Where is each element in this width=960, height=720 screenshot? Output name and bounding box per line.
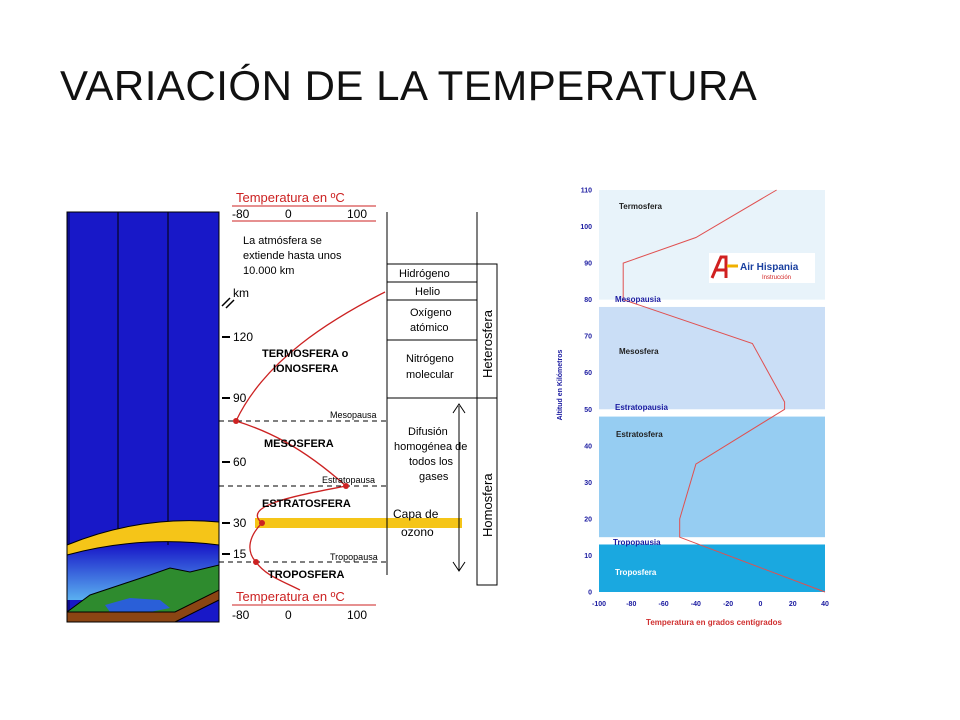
layer-label-mesosphere: Mesosfera — [619, 347, 659, 356]
y-tick-label: 70 — [584, 334, 592, 341]
curve-point — [233, 418, 239, 424]
troposphere-band — [599, 544, 825, 592]
boundary-name: Estratopausa — [322, 475, 375, 485]
temp-tick-bottom: 100 — [347, 608, 367, 622]
slide-title: VARIACIÓN DE LA TEMPERATURA — [60, 62, 758, 109]
layer-name: IONOSFERA — [273, 363, 338, 375]
note-line: 10.000 km — [243, 265, 294, 277]
logo-mark-icon — [710, 255, 728, 279]
ozone-bar — [255, 518, 462, 528]
helium-label: Helio — [415, 286, 440, 298]
y-tick-label: 40 — [584, 443, 592, 450]
temperature-altitude-chart: 0 10 20 30 40 50 60 70 80 90 100 110 -100 -80 -60 -40 -2… — [557, 188, 829, 628]
x-tick-label: 40 — [821, 601, 829, 608]
y-tick-label: 30 — [584, 480, 592, 487]
boundary-name: Mesopausa — [330, 410, 377, 420]
atmosphere-layers-diagram: Temperatura en ºC -80 0 100 La atmósfera… — [66, 190, 498, 623]
x-tick-label: -80 — [626, 601, 636, 608]
layer-name: TROPOSFERA — [268, 569, 344, 581]
x-tick-label: -20 — [723, 601, 733, 608]
column-side — [67, 212, 70, 622]
layer-label-stratosphere: Estratosfera — [616, 430, 663, 439]
temp-header-bottom: Temperatura en ºC — [236, 589, 345, 604]
x-tick-label: 0 — [758, 601, 762, 608]
temp-tick-top: -80 — [232, 207, 250, 221]
diffusion-label: Difusión — [408, 426, 448, 438]
note-line: La atmósfera se — [243, 235, 322, 247]
y-tick-label: 110 — [581, 188, 592, 195]
oxygen-label: Oxígeno — [410, 307, 452, 319]
y-tick-label: 10 — [584, 553, 592, 560]
air-hispania-logo: Air Hispania Instrucción — [709, 253, 815, 283]
layer-name: MESOSFERA — [264, 438, 334, 450]
x-tick-label: -40 — [691, 601, 701, 608]
heterosphere-label: Heterosfera — [480, 309, 495, 378]
arrow-down-icon — [452, 561, 466, 572]
km-label: km — [233, 286, 249, 300]
stratosphere-band — [599, 416, 825, 538]
alt-tick-label: 120 — [233, 330, 253, 344]
y-tick-label: 60 — [584, 370, 592, 377]
layer-label-tropopause: Tropopausia — [613, 538, 661, 547]
note-line: extiende hasta unos — [243, 250, 342, 262]
nitrogen-label: molecular — [406, 369, 454, 381]
alt-tick-label: 90 — [233, 391, 247, 405]
oxygen-label: atómico — [410, 322, 449, 334]
y-tick-label: 0 — [588, 590, 592, 597]
y-tick-label: 50 — [584, 407, 592, 414]
homosphere-box — [476, 397, 498, 586]
mesosphere-band — [599, 306, 825, 410]
layer-label-troposphere: Troposfera — [615, 568, 657, 577]
x-tick-label: -100 — [592, 601, 606, 608]
layer-label-mesopause: Mesopausia — [615, 295, 661, 304]
alt-tick-label: 15 — [233, 547, 247, 561]
y-tick-label: 80 — [584, 297, 592, 304]
temp-tick-bottom: 0 — [285, 608, 292, 622]
arrow-up-icon — [452, 403, 466, 414]
temp-header-top: Temperatura en ºC — [236, 190, 345, 205]
temp-tick-top: 100 — [347, 207, 367, 221]
y-tick-label: 90 — [584, 261, 592, 268]
alt-tick-label: 30 — [233, 516, 247, 530]
x-tick-label: 20 — [789, 601, 797, 608]
ozone-label: ozono — [401, 525, 434, 539]
curve-point — [253, 559, 259, 565]
curve-point — [343, 483, 349, 489]
layer-name: TERMOSFERA o — [262, 348, 349, 360]
diffusion-label: gases — [419, 471, 449, 483]
logo-text: Air Hispania — [740, 262, 799, 273]
layer-name: ESTRATOSFERA — [262, 498, 351, 510]
ozone-label: Capa de — [393, 507, 439, 521]
nitrogen-label: Nitrógeno — [406, 353, 454, 365]
temperature-line — [622, 189, 826, 593]
y-axis-title: Altitud en Kilómetros — [557, 350, 564, 421]
diffusion-label: todos los — [409, 456, 454, 468]
homosphere-label: Homosfera — [480, 473, 495, 537]
column-outline — [66, 211, 220, 623]
temp-tick-bottom: -80 — [232, 608, 250, 622]
y-tick-label: 100 — [580, 224, 592, 231]
oxygen-box — [386, 299, 478, 341]
x-axis-title: Temperatura en grados centígrados — [646, 618, 782, 627]
temp-tick-top: 0 — [285, 207, 292, 221]
alt-tick-label: 60 — [233, 455, 247, 469]
layer-label-thermosphere: Termosfera — [619, 202, 663, 211]
nitrogen-box — [386, 339, 478, 399]
hydrogen-label: Hidrógeno — [399, 268, 450, 280]
scale-break-icon — [221, 297, 235, 309]
layer-label-stratopause: Estratopausia — [615, 403, 668, 412]
lake — [105, 598, 170, 614]
diffusion-label: homogénea de — [394, 441, 467, 453]
y-tick-label: 20 — [584, 516, 592, 523]
x-tick-label: -60 — [659, 601, 669, 608]
boundary-name: Tropopausa — [330, 552, 378, 562]
logo-subtext: Instrucción — [762, 275, 791, 281]
curve-point — [259, 520, 265, 526]
